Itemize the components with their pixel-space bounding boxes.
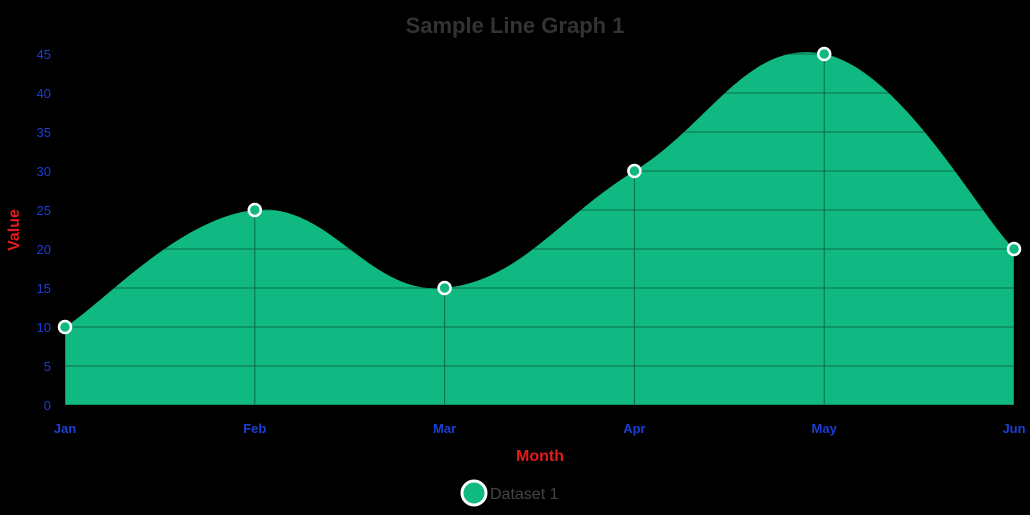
legend-item-dataset-1[interactable]: Dataset 1 [460, 479, 559, 507]
area-path [65, 52, 1014, 405]
data-points [57, 46, 1022, 335]
x-tick-label: Jun [1002, 421, 1025, 436]
x-axis-ticks: Jan Feb Mar Apr May Jun [54, 421, 1026, 436]
y-tick-label: 5 [44, 359, 51, 374]
x-tick-label: Mar [433, 421, 456, 436]
legend-swatch-icon [460, 479, 488, 507]
y-tick-label: 20 [37, 242, 51, 257]
x-tick-label: Apr [623, 421, 645, 436]
data-point[interactable] [247, 202, 263, 218]
y-tick-label: 15 [37, 281, 51, 296]
data-point[interactable] [627, 163, 642, 179]
y-tick-label: 45 [37, 47, 51, 62]
y-tick-label: 25 [37, 203, 51, 218]
y-tick-label: 40 [37, 86, 51, 101]
chart-title: Sample Line Graph 1 [406, 13, 625, 38]
y-axis-label: Value [6, 209, 23, 251]
x-tick-label: Jan [54, 421, 76, 436]
data-point[interactable] [57, 319, 73, 335]
x-tick-label: Feb [243, 421, 266, 436]
y-tick-label: 10 [37, 320, 51, 335]
data-point[interactable] [1006, 241, 1022, 257]
x-tick-label: May [812, 421, 838, 436]
data-point[interactable] [437, 280, 452, 296]
y-tick-label: 30 [37, 164, 51, 179]
y-axis-ticks: 0 5 10 15 20 25 30 35 40 45 [37, 47, 51, 413]
legend-label: Dataset 1 [490, 486, 559, 503]
data-point[interactable] [816, 46, 832, 62]
x-axis-label: Month [516, 448, 564, 465]
y-tick-label: 35 [37, 125, 51, 140]
y-tick-label: 0 [44, 398, 51, 413]
area-fill [65, 52, 1014, 405]
